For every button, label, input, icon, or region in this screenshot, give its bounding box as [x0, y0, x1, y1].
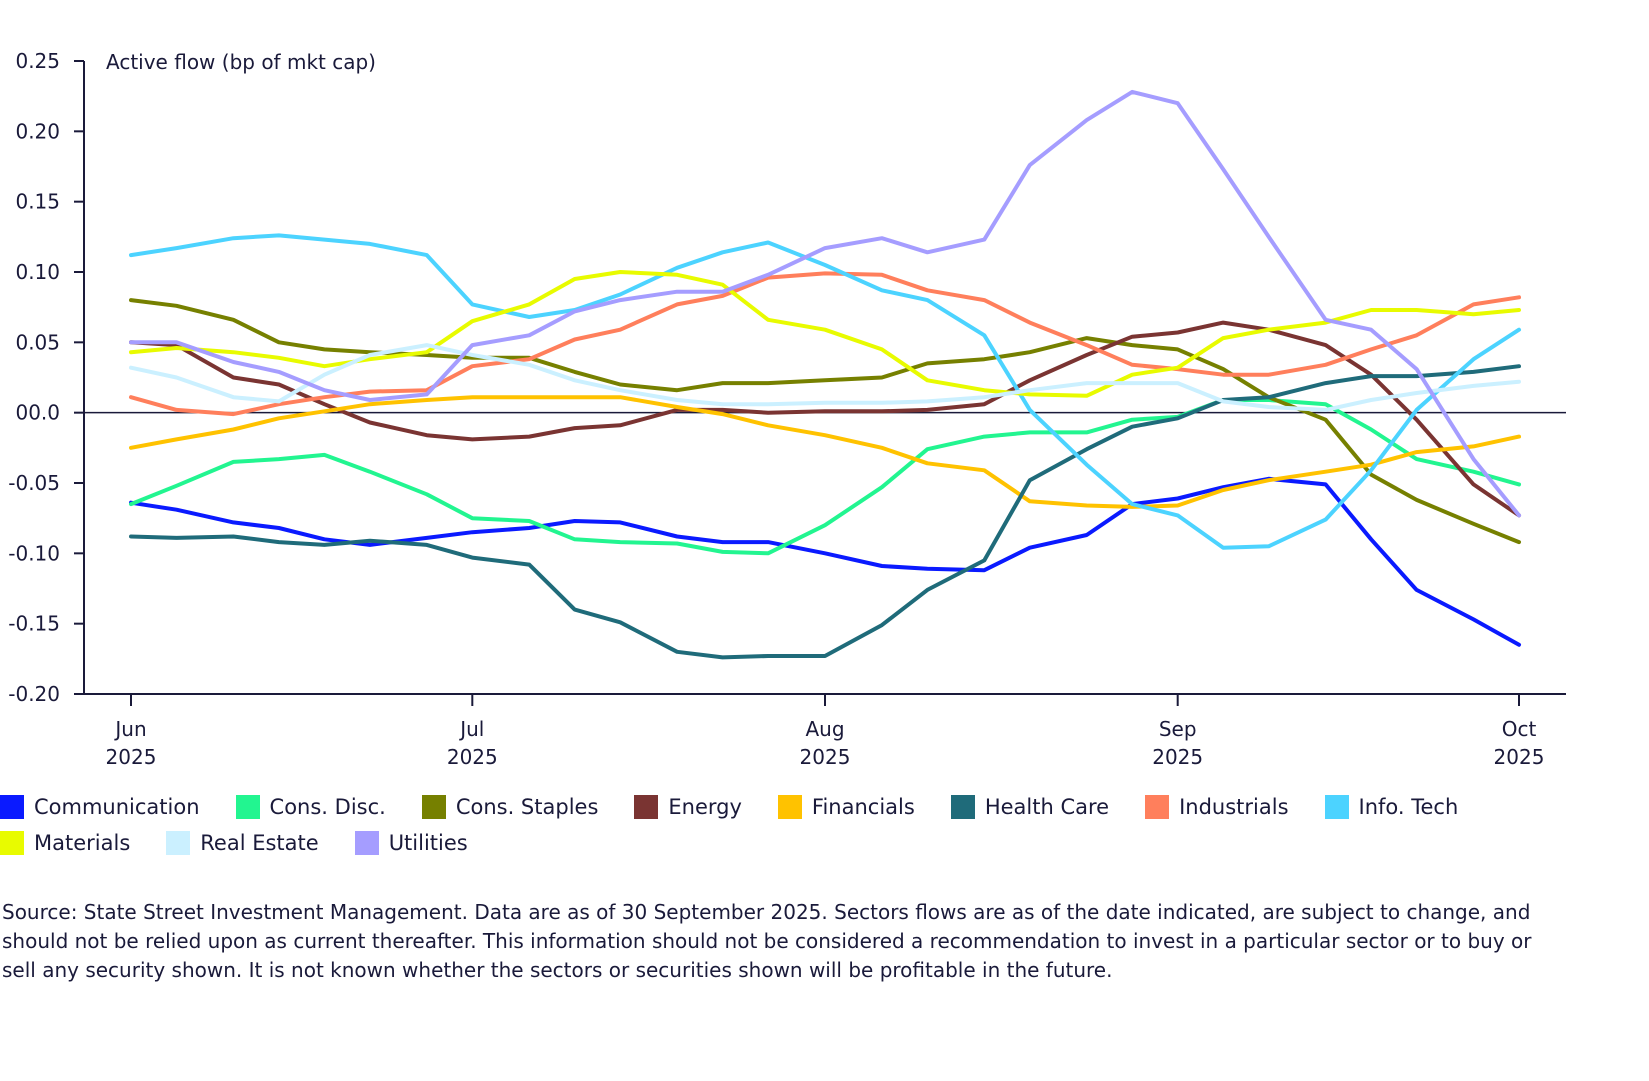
legend-label: Utilities — [388, 831, 468, 855]
legend-item: Materials — [0, 831, 130, 855]
legend-label: Communication — [34, 795, 200, 819]
y-tick-label: -0.15 — [8, 612, 60, 636]
legend-item: Industrials — [1145, 795, 1289, 819]
legend-swatch — [634, 795, 659, 819]
series-line-info-tech — [129, 233, 1521, 550]
legend-label: Energy — [668, 795, 742, 819]
legend-item: Energy — [634, 795, 742, 819]
legend-label: Health Care — [984, 795, 1110, 819]
legend-label: Real Estate — [200, 831, 319, 855]
legend-label: Info. Tech — [1358, 795, 1459, 819]
x-tick-label: Aug — [805, 717, 844, 741]
legend-item: Info. Tech — [1324, 795, 1459, 819]
y-tick-label: 0.05 — [15, 330, 60, 354]
series-line-financials — [129, 395, 1521, 509]
series-line-utilities — [129, 89, 1521, 518]
source-note: Source: State Street Investment Manageme… — [2, 900, 1532, 982]
legend-swatch — [235, 795, 260, 819]
x-tick-label: Sep — [1159, 717, 1197, 741]
legend: Communication Cons. Disc. Cons. Staples Ene… — [0, 795, 1560, 855]
y-tick-label: 00.0 — [15, 401, 60, 425]
series-line-materials — [129, 270, 1521, 398]
legend-label: Industrials — [1179, 795, 1289, 819]
x-tick-label-year: 2025 — [800, 745, 851, 769]
y-tick-label: 0.25 — [15, 49, 60, 73]
y-tick-label: 0.20 — [15, 119, 60, 143]
legend-swatch — [166, 831, 191, 855]
legend-swatch — [1324, 795, 1349, 819]
legend-label: Financials — [811, 795, 915, 819]
x-tick-label-year: 2025 — [106, 745, 157, 769]
x-tick-label: Oct — [1502, 717, 1537, 741]
legend-swatch — [950, 795, 975, 819]
series-line-cons-disc — [129, 398, 1521, 556]
y-tick-label: -0.20 — [8, 682, 60, 706]
legend-item: Real Estate — [166, 831, 319, 855]
legend-swatch — [1145, 795, 1170, 819]
y-tick-label: -0.05 — [8, 471, 60, 495]
x-tick-label-year: 2025 — [1152, 745, 1203, 769]
legend-item: Cons. Staples — [421, 795, 599, 819]
y-tick-label: -0.10 — [8, 541, 60, 565]
series-line-communication — [129, 476, 1521, 647]
legend-item: Financials — [777, 795, 915, 819]
series-line-cons-staples — [129, 298, 1521, 545]
legend-swatch — [0, 831, 24, 855]
y-tick-label: 0.10 — [15, 260, 60, 284]
legend-item: Health Care — [950, 795, 1110, 819]
legend-swatch — [0, 795, 24, 819]
x-tick-label: Jul — [458, 717, 484, 741]
legend-swatch — [777, 795, 802, 819]
y-axis-label: Active flow (bp of mkt cap) — [106, 50, 376, 74]
legend-item: Communication — [0, 795, 200, 819]
series-line-energy — [129, 320, 1521, 518]
legend-label: Cons. Disc. — [269, 795, 386, 819]
legend-item: Utilities — [354, 831, 468, 855]
y-tick-label: 0.15 — [15, 190, 60, 214]
line-chart: 0.25 0.20 0.15 0.10 0.05 00.0 -0.05 -0.10 -0.15 -… — [8, 49, 1566, 769]
series-line-industrials — [129, 271, 1521, 417]
legend-swatch — [421, 795, 446, 819]
x-tick-label-year: 2025 — [447, 745, 498, 769]
series-line-real-estate — [129, 343, 1521, 412]
legend-label: Cons. Staples — [455, 795, 599, 819]
x-tick-label: Jun — [113, 717, 146, 741]
legend-item: Cons. Disc. — [235, 795, 386, 819]
series-line-health-care — [129, 364, 1521, 660]
legend-label: Materials — [34, 831, 131, 855]
x-tick-label-year: 2025 — [1494, 745, 1545, 769]
legend-swatch — [354, 831, 379, 855]
